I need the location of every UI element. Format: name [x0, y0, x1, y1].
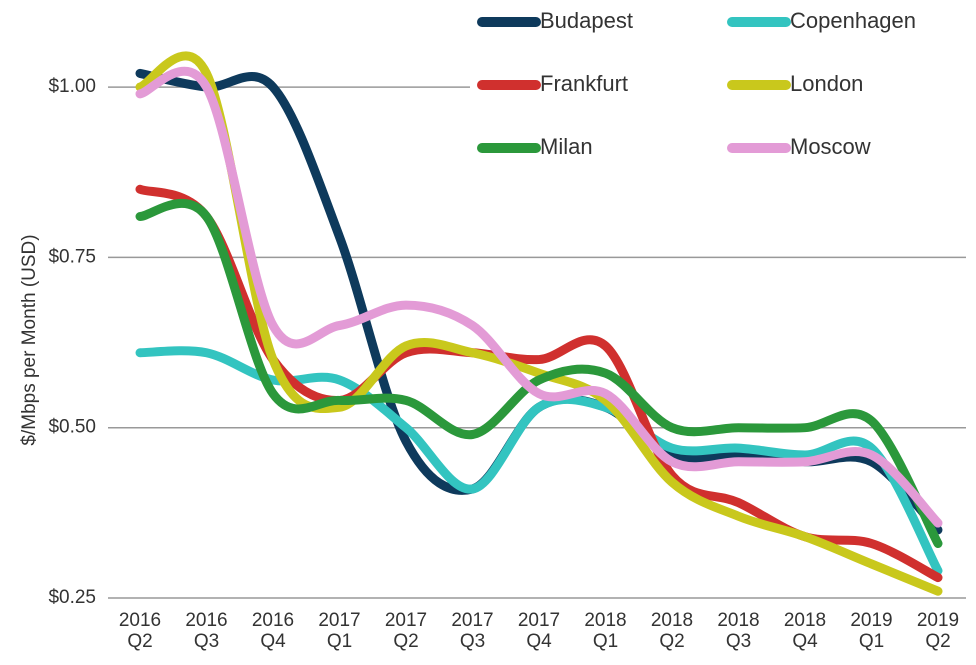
legend: Budapest Copenhagen Frankfurt London Milan Mo… [470, 0, 976, 178]
legend-label: Milan [540, 134, 593, 159]
x-tick-label: 2016 Q2 [118, 610, 162, 652]
x-tick-label: 2017 Q1 [318, 610, 361, 652]
legend-label: Moscow [790, 134, 871, 159]
legend-label: Copenhagen [790, 8, 916, 33]
x-tick-label: 2018 Q1 [584, 610, 627, 652]
legend-label: Budapest [540, 8, 633, 33]
x-tick-label: 2017 Q4 [517, 610, 561, 652]
x-tick-label: 2018 Q2 [650, 610, 694, 652]
y-tick-label: $0.50 [48, 417, 96, 438]
x-tick-label: 2019 Q1 [850, 610, 893, 652]
x-tick-label: 2017 Q3 [451, 610, 494, 652]
y-tick-label: $1.00 [48, 76, 96, 97]
y-tick-label: $0.25 [48, 587, 96, 608]
x-tick-label: 2018 Q3 [717, 610, 760, 652]
legend-label: Frankfurt [540, 71, 628, 96]
y-axis-label: $/Mbps per Month (USD) [19, 234, 40, 445]
series-line [135, 66, 943, 528]
x-tick-label: 2016 Q4 [251, 610, 295, 652]
legend-background [470, 0, 976, 178]
x-tick-label: 2019 Q2 [916, 610, 960, 652]
y-tick-label: $0.75 [48, 246, 96, 267]
legend-label: London [790, 71, 863, 96]
x-tick-label: 2016 Q3 [185, 610, 228, 652]
x-tick-label: 2017 Q2 [384, 610, 428, 652]
lines [135, 51, 943, 596]
x-tick-label: 2018 Q4 [783, 610, 827, 652]
